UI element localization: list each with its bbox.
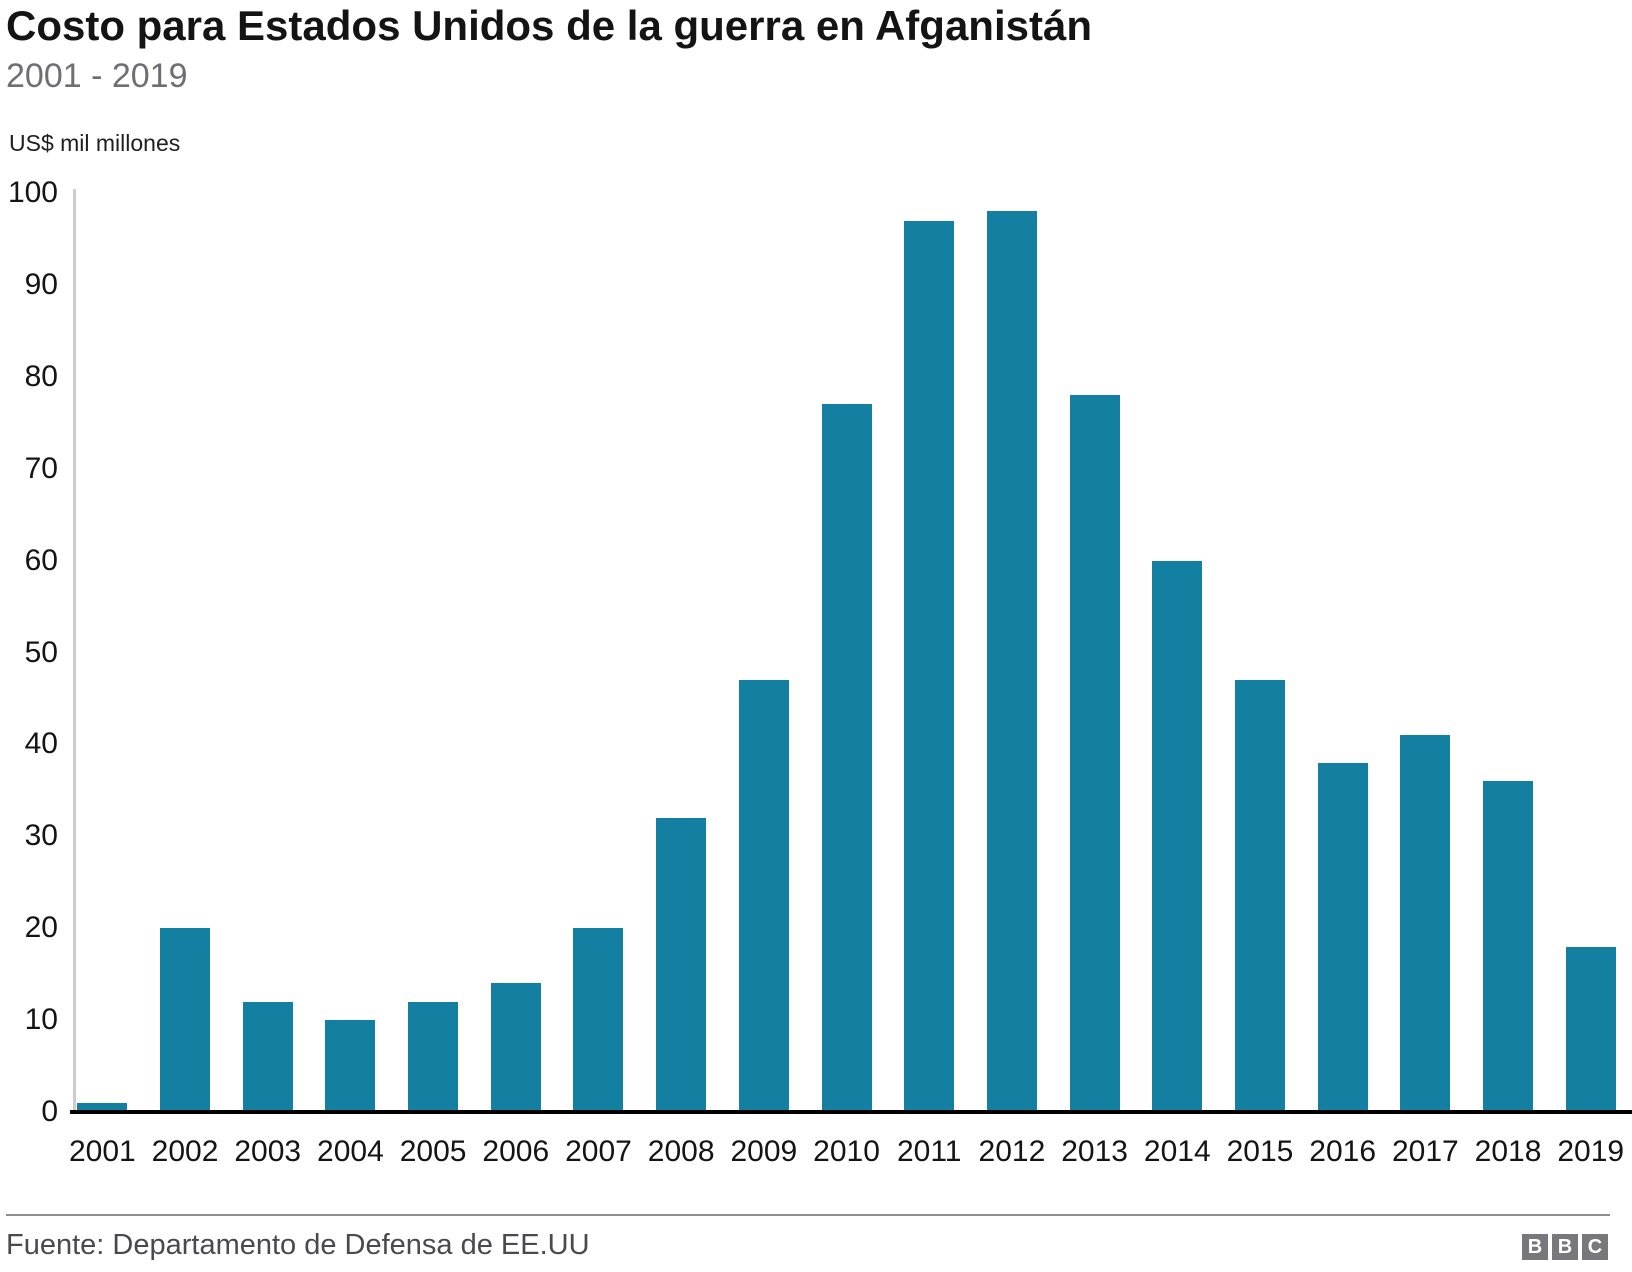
x-tick-label-2008: 2008 [647, 1135, 715, 1168]
bar-2006 [490, 983, 541, 1112]
bbc-logo-block: B [1552, 1234, 1578, 1260]
x-tick-label-2003: 2003 [234, 1135, 302, 1168]
bar-col-2016 [1301, 193, 1384, 1112]
x-tick-label-2018: 2018 [1474, 1135, 1542, 1168]
bar-col-2003 [226, 193, 309, 1112]
x-tick-label-2015: 2015 [1226, 1135, 1294, 1168]
bar-col-2008 [640, 193, 723, 1112]
y-tick-label-90: 90 [24, 267, 58, 301]
y-tick-label-10: 10 [24, 1003, 58, 1037]
bbc-logo-letter: B [1527, 1236, 1543, 1258]
x-tick-label-2005: 2005 [399, 1135, 467, 1168]
x-tick-label-2012: 2012 [978, 1135, 1046, 1168]
bar-2003 [242, 1001, 293, 1112]
bar-2004 [325, 1020, 376, 1112]
page-title: Costo para Estados Unidos de la guerra e… [6, 2, 1092, 49]
bbc-logo-letter: C [1587, 1236, 1603, 1258]
bar-2013 [1069, 395, 1120, 1112]
bar-col-2011 [888, 193, 971, 1112]
x-tick-label-2002: 2002 [151, 1135, 219, 1168]
bar-2015 [1234, 680, 1285, 1112]
x-tick-label-2016: 2016 [1309, 1135, 1377, 1168]
bar-col-2010 [805, 193, 888, 1112]
bar-2012 [986, 211, 1037, 1112]
x-tick-label-2019: 2019 [1557, 1135, 1625, 1168]
x-tick-label-2009: 2009 [730, 1135, 798, 1168]
bar-col-2017 [1384, 193, 1467, 1112]
y-tick-label-100: 100 [7, 176, 58, 209]
x-tick-label-2017: 2017 [1391, 1135, 1459, 1168]
bar-2014 [1152, 560, 1203, 1112]
bar-col-2015 [1219, 193, 1302, 1112]
bar-col-2013 [1053, 193, 1136, 1112]
bar-2008 [656, 817, 707, 1112]
x-tick-label-2010: 2010 [813, 1135, 880, 1168]
bar-col-2001 [61, 193, 144, 1112]
bar-col-2005 [392, 193, 475, 1112]
bar-col-2014 [1136, 193, 1219, 1112]
bbc-logo-block: C [1582, 1234, 1608, 1260]
y-tick-label-20: 20 [24, 911, 58, 945]
page-subtitle: 2001 - 2019 [6, 57, 188, 95]
y-tick-label-70: 70 [24, 451, 58, 485]
bar-2017 [1400, 735, 1451, 1112]
y-tick-label-40: 40 [24, 727, 58, 761]
source-attribution: Fuente: Departamento de Defensa de EE.UU [6, 1229, 590, 1261]
bar-col-2004 [309, 193, 392, 1112]
bbc-logo-block: B [1522, 1234, 1548, 1260]
x-axis-line [70, 1110, 1632, 1114]
bar-2001 [77, 1102, 128, 1112]
y-axis-line [73, 189, 76, 1112]
x-tick-label-2001: 2001 [68, 1135, 136, 1168]
bar-col-2018 [1467, 193, 1550, 1112]
y-axis-tick-labels: 0 10 20 30 40 50 60 70 80 90 100 [0, 176, 58, 1128]
y-tick-label-80: 80 [24, 359, 58, 393]
bbc-logo: B B C [1522, 1234, 1608, 1260]
bar-2018 [1483, 781, 1534, 1112]
bbc-logo-letter: B [1557, 1236, 1573, 1258]
x-tick-label-2014: 2014 [1143, 1135, 1211, 1168]
x-axis-tick-labels: 2001 2002 2003 2004 2005 2006 2007 2008 2009 2010… [61, 1135, 1632, 1169]
x-tick-label-2006: 2006 [482, 1135, 550, 1168]
bar-col-2007 [557, 193, 640, 1112]
x-tick-label-2004: 2004 [317, 1135, 384, 1168]
bar-2007 [573, 928, 624, 1112]
bar-2010 [821, 404, 872, 1112]
bar-2005 [408, 1001, 459, 1112]
y-tick-label-0: 0 [41, 1095, 58, 1128]
bar-col-2006 [474, 193, 557, 1112]
bar-2009 [738, 680, 789, 1112]
footer-divider [6, 1214, 1610, 1216]
x-tick-label-2011: 2011 [896, 1135, 962, 1168]
bar-2019 [1565, 946, 1616, 1112]
bar-2016 [1317, 762, 1368, 1112]
bar-col-2002 [144, 193, 227, 1112]
bars [61, 193, 1632, 1112]
y-tick-label-50: 50 [24, 635, 58, 669]
bar-col-2019 [1549, 193, 1632, 1112]
y-axis-unit-label: US$ mil millones [9, 130, 181, 156]
y-tick-label-30: 30 [24, 819, 58, 853]
bar-col-2012 [971, 193, 1054, 1112]
x-tick-label-2013: 2013 [1061, 1135, 1128, 1168]
y-tick-label-60: 60 [24, 543, 58, 577]
bar-col-2009 [723, 193, 806, 1112]
bar-2011 [904, 220, 955, 1112]
x-tick-label-2007: 2007 [565, 1135, 632, 1168]
bar-2002 [160, 928, 211, 1112]
